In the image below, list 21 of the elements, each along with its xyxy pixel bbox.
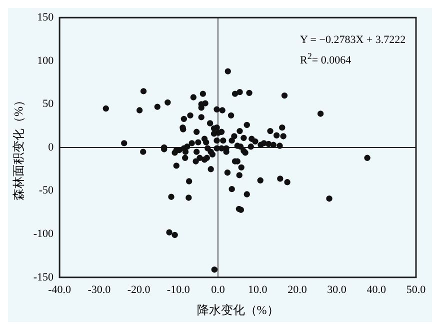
x-tick-label: 20.0 [288, 284, 308, 296]
x-tick-label: 0.0 [211, 284, 226, 296]
x-tick-label: 40.0 [366, 284, 387, 296]
annotation: R$^{2}$= 0.0064 [300, 50, 352, 69]
y-axis-title: 森林面积变化（%） [11, 94, 26, 200]
y-tick-label: 0 [48, 141, 54, 154]
x-tick-label: 30.0 [327, 284, 347, 296]
y-tick-label: -100 [33, 228, 54, 240]
x-axis-title: 降水变化（%） [196, 302, 279, 317]
annotation: Y = −0.2783X + 3.7222 [300, 33, 406, 48]
x-tick-label: 50.0 [406, 284, 426, 296]
y-tick-label: -150 [33, 271, 54, 284]
x-tick-label: -40.0 [48, 284, 72, 296]
y-tick-label: 50 [42, 98, 54, 110]
y-tick-label: 150 [37, 11, 54, 24]
y-tick-label: 100 [37, 54, 54, 67]
x-tick-label: -10.0 [166, 284, 190, 296]
y-tick-label: -50 [38, 184, 54, 197]
x-tick-label: -30.0 [88, 284, 112, 296]
x-tick-label: 10.0 [248, 284, 268, 296]
x-tick-label: -20.0 [127, 284, 151, 296]
